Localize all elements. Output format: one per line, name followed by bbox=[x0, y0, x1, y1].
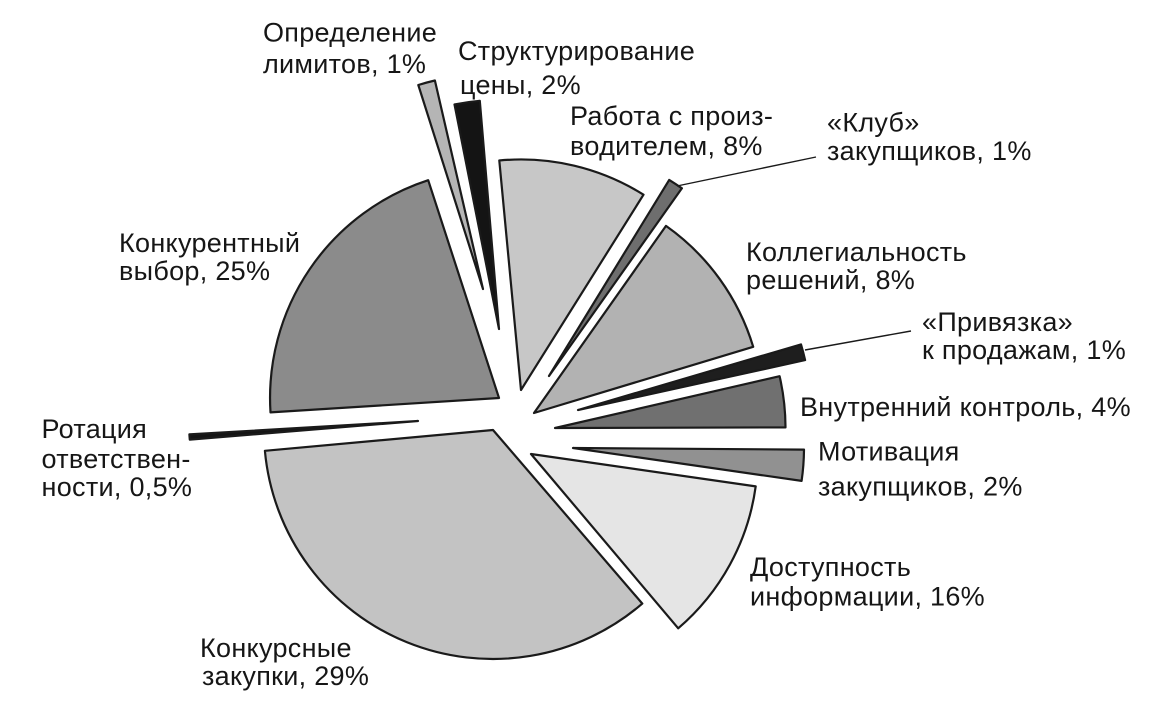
svg-text:Мотивация: Мотивация bbox=[818, 437, 960, 467]
svg-text:Определение: Определение bbox=[263, 18, 437, 48]
svg-text:Доступность: Доступность bbox=[750, 552, 911, 582]
svg-text:ответствен-: ответствен- bbox=[42, 444, 191, 474]
svg-text:к продажам, 1%: к продажам, 1% bbox=[922, 335, 1126, 365]
svg-text:«Привязка»: «Привязка» bbox=[922, 307, 1073, 337]
svg-text:Внутренний контроль, 4%: Внутренний контроль, 4% bbox=[800, 392, 1131, 422]
svg-text:ности, 0,5%: ности, 0,5% bbox=[42, 472, 193, 502]
svg-text:Работа с произ-: Работа с произ- bbox=[570, 101, 773, 131]
svg-text:закупщиков, 2%: закупщиков, 2% bbox=[818, 472, 1023, 502]
svg-text:Коллегиальность: Коллегиальность bbox=[746, 237, 967, 267]
svg-text:закупщиков, 1%: закупщиков, 1% bbox=[827, 136, 1032, 166]
svg-text:Ротация: Ротация bbox=[42, 414, 148, 444]
svg-text:Структурирование: Структурирование bbox=[458, 36, 695, 66]
svg-text:Конкурентный: Конкурентный bbox=[119, 228, 300, 258]
svg-text:водителем, 8%: водителем, 8% bbox=[570, 131, 763, 161]
svg-text:выбор, 25%: выбор, 25% bbox=[119, 256, 270, 286]
svg-text:лимитов, 1%: лимитов, 1% bbox=[263, 49, 426, 79]
svg-text:цены, 2%: цены, 2% bbox=[460, 70, 581, 100]
svg-text:информации, 16%: информации, 16% bbox=[750, 582, 985, 612]
svg-text:закупки, 29%: закупки, 29% bbox=[202, 661, 369, 691]
svg-text:решений, 8%: решений, 8% bbox=[746, 265, 915, 295]
svg-text:Конкурсные: Конкурсные bbox=[200, 633, 352, 663]
svg-text:«Клуб»: «Клуб» bbox=[827, 108, 920, 138]
